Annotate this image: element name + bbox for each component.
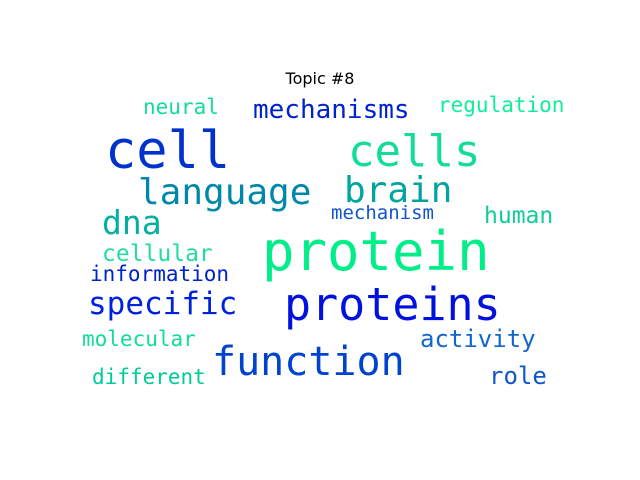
word-role: role [489,362,547,390]
word-specific: specific [88,286,237,322]
word-regulation: regulation [438,93,564,117]
chart-title: Topic #8 [285,69,355,88]
word-cells: cells [348,126,480,177]
word-language: language [138,172,311,213]
word-mechanism: mechanism [331,202,434,224]
word-proteins: proteins [284,278,501,331]
word-activity: activity [420,325,536,353]
word-cell: cell [105,121,230,181]
word-human: human [484,203,553,229]
word-protein: protein [262,220,490,283]
word-brain: brain [344,170,452,211]
word-mechanisms: mechanisms [253,95,410,125]
word-dna: dna [102,203,162,242]
word-function: function [212,339,405,385]
word-different: different [92,365,206,389]
word-information: information [90,262,229,286]
word-neural: neural [143,95,219,119]
word-molecular: molecular [82,327,196,351]
word-cellular: cellular [102,241,213,267]
